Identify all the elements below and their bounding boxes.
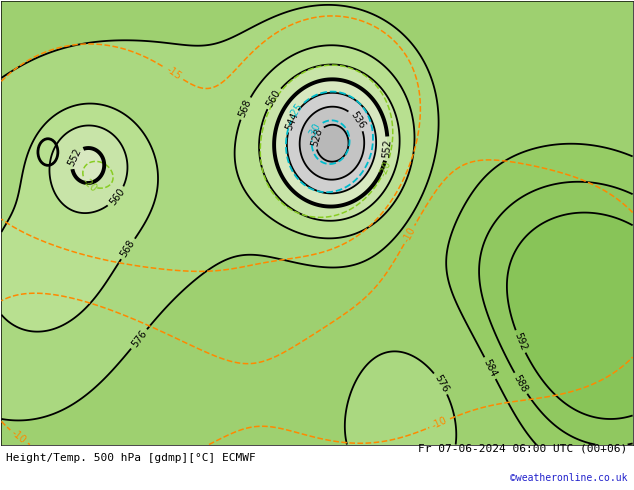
Text: 560: 560 xyxy=(264,88,283,109)
Text: 568: 568 xyxy=(237,98,253,119)
Text: -25: -25 xyxy=(288,102,305,121)
Text: -30: -30 xyxy=(307,121,323,140)
Text: -10: -10 xyxy=(430,416,449,431)
Text: 552: 552 xyxy=(382,139,393,158)
Text: -15: -15 xyxy=(164,65,183,82)
Text: -20: -20 xyxy=(81,176,99,194)
Text: 568: 568 xyxy=(119,238,137,259)
Text: 528: 528 xyxy=(309,127,324,148)
Text: Height/Temp. 500 hPa [gdmp][°C] ECMWF: Height/Temp. 500 hPa [gdmp][°C] ECMWF xyxy=(6,453,256,463)
Text: -20: -20 xyxy=(378,159,393,177)
Text: 576: 576 xyxy=(129,328,148,349)
Text: 560: 560 xyxy=(107,186,126,207)
Text: -10: -10 xyxy=(401,225,417,244)
Text: 536: 536 xyxy=(348,110,366,131)
Text: 576: 576 xyxy=(432,373,450,394)
Text: -10: -10 xyxy=(10,428,28,446)
Text: 552: 552 xyxy=(65,147,83,168)
Text: 544: 544 xyxy=(284,110,300,131)
Text: Fr 07-06-2024 06:00 UTC (00+06): Fr 07-06-2024 06:00 UTC (00+06) xyxy=(418,443,628,453)
Text: ©weatheronline.co.uk: ©weatheronline.co.uk xyxy=(510,473,628,483)
Text: 584: 584 xyxy=(482,358,498,379)
Text: 592: 592 xyxy=(512,331,528,352)
Text: 588: 588 xyxy=(512,373,529,394)
